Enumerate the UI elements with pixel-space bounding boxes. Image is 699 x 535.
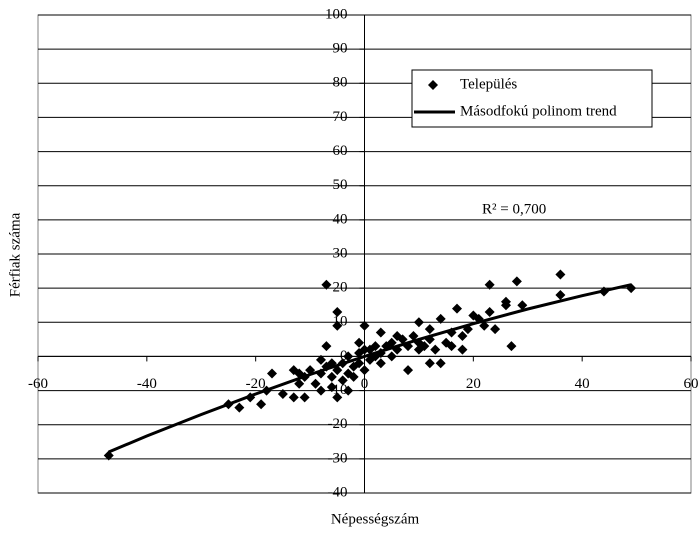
y-tick-label: 40 <box>333 211 348 227</box>
y-tick-label: -20 <box>328 416 348 432</box>
point <box>326 371 337 382</box>
point <box>321 341 332 352</box>
point <box>256 399 267 410</box>
x-tick-label: -20 <box>246 376 266 392</box>
point <box>359 344 370 355</box>
y-tick-label: -30 <box>328 450 348 466</box>
y-tick-label: 80 <box>333 75 348 91</box>
legend-label: Település <box>460 76 517 92</box>
point <box>359 365 370 376</box>
point <box>506 341 517 352</box>
point <box>555 289 566 300</box>
point <box>234 402 245 413</box>
point <box>386 337 397 348</box>
y-tick-label: -40 <box>328 484 348 500</box>
point <box>386 351 397 362</box>
x-axis-label: Népességszám <box>331 511 420 527</box>
point <box>354 358 365 369</box>
point <box>403 365 414 376</box>
x-tick-label: 40 <box>575 376 590 392</box>
point <box>479 320 490 331</box>
point <box>430 344 441 355</box>
legend <box>411 69 653 128</box>
point <box>408 330 419 341</box>
point <box>370 341 381 352</box>
point <box>490 324 501 335</box>
point <box>343 351 354 362</box>
point <box>500 300 511 311</box>
point <box>315 385 326 396</box>
point <box>310 378 321 389</box>
point <box>359 320 370 331</box>
legend-label: Másodfokú polinom trend <box>460 103 617 119</box>
point <box>332 307 343 318</box>
point <box>326 382 337 393</box>
point <box>315 354 326 365</box>
point <box>103 450 114 461</box>
point <box>446 341 457 352</box>
y-tick-label: 30 <box>333 245 348 261</box>
y-tick-label: 90 <box>333 41 348 57</box>
point <box>294 378 305 389</box>
point <box>354 337 365 348</box>
point <box>413 317 424 328</box>
point <box>435 313 446 324</box>
point <box>332 392 343 403</box>
point <box>424 358 435 369</box>
point <box>277 388 288 399</box>
point <box>397 334 408 345</box>
x-tick-label: -40 <box>137 376 157 392</box>
y-tick-label: 60 <box>333 143 348 159</box>
point <box>288 392 299 403</box>
point <box>511 276 522 287</box>
point <box>435 358 446 369</box>
y-tick-label: 100 <box>325 6 348 22</box>
point <box>555 269 566 280</box>
point <box>484 279 495 290</box>
point <box>321 279 332 290</box>
point <box>424 324 435 335</box>
point <box>266 368 277 379</box>
x-tick-label: 20 <box>466 376 481 392</box>
y-axis-label: Férfiak száma <box>7 212 23 297</box>
legend-marker <box>428 80 438 90</box>
x-tick-label: 60 <box>684 376 699 392</box>
x-tick-label: -60 <box>28 376 48 392</box>
point <box>457 344 468 355</box>
point <box>375 327 386 338</box>
point <box>375 358 386 369</box>
point <box>419 341 430 352</box>
point <box>332 320 343 331</box>
point <box>348 371 359 382</box>
point <box>343 385 354 396</box>
trend-line <box>108 283 632 454</box>
y-tick-label: 20 <box>333 280 348 296</box>
point <box>452 303 463 314</box>
point <box>484 307 495 318</box>
y-tick-label: 70 <box>333 109 348 125</box>
point <box>517 300 528 311</box>
annotation: R² = 0,700 <box>482 201 546 217</box>
point <box>457 330 468 341</box>
point <box>299 392 310 403</box>
y-tick-label: 50 <box>333 177 348 193</box>
point <box>337 375 348 386</box>
